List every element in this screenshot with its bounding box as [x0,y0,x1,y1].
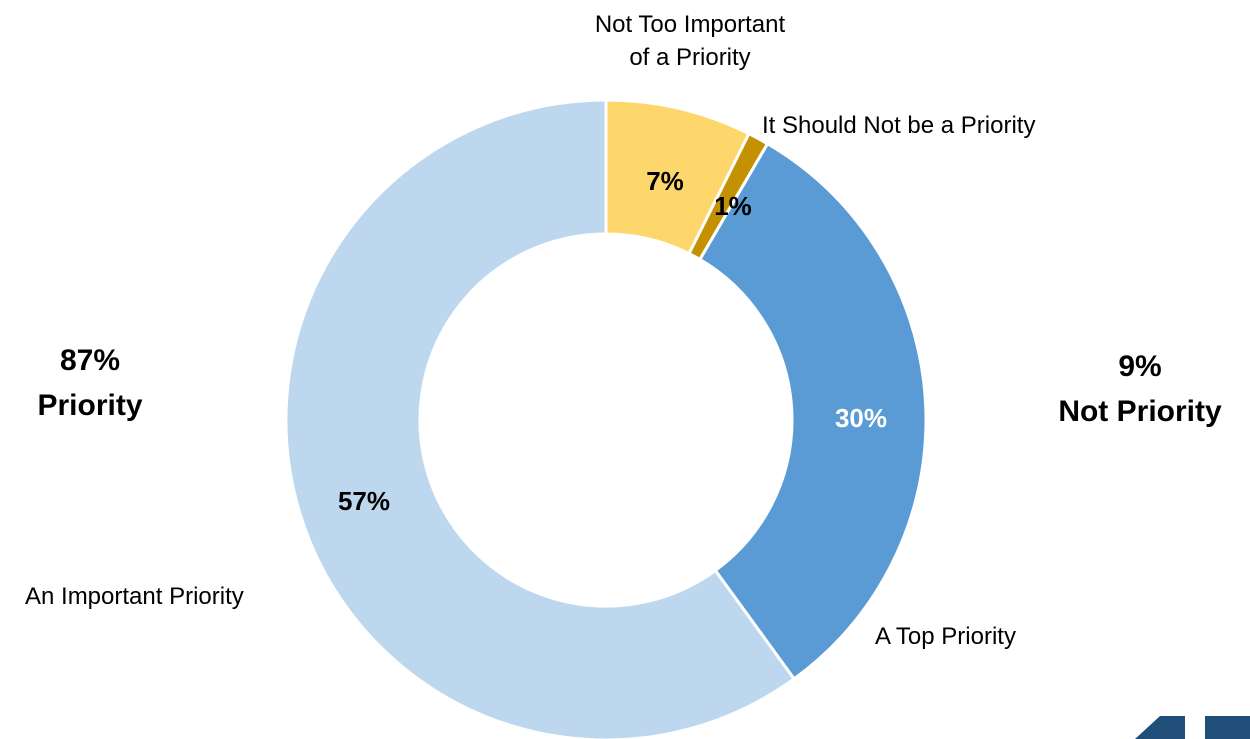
labels-layer: 7% Not Too Important of a Priority 1% It Sho… [25,11,1035,650]
slice-value-label-3: 57% [338,486,390,516]
slice-value-label-2: 30% [835,403,887,433]
group-label-left: 87% Priority [37,344,142,422]
group-right-line-2: Not Priority [1058,395,1222,428]
slice-value-label-0: 7% [646,166,684,196]
slice-category-label-0-line-0: Not Too Important [595,11,786,38]
slices-layer [284,98,928,739]
corner-logo [1135,716,1250,739]
group-right-line-1: 9% [1118,350,1161,383]
logo-mark-shape-2 [1205,716,1250,739]
group-left-line-2: Priority [37,389,142,422]
donut-slice-2 [697,141,928,681]
slice-category-label-0-line-1: of a Priority [629,44,750,71]
group-label-right: 9% Not Priority [1058,350,1222,428]
slice-category-label-1-line-0: It Should Not be a Priority [762,112,1035,139]
slice-category-label-2-line-0: A Top Priority [875,623,1016,650]
donut-slice-3 [284,98,797,739]
slice-category-label-3-line-0: An Important Priority [25,583,244,610]
slice-value-label-1: 1% [714,191,752,221]
group-left-line-1: 87% [60,344,120,377]
logo-mark-shape [1135,716,1185,739]
